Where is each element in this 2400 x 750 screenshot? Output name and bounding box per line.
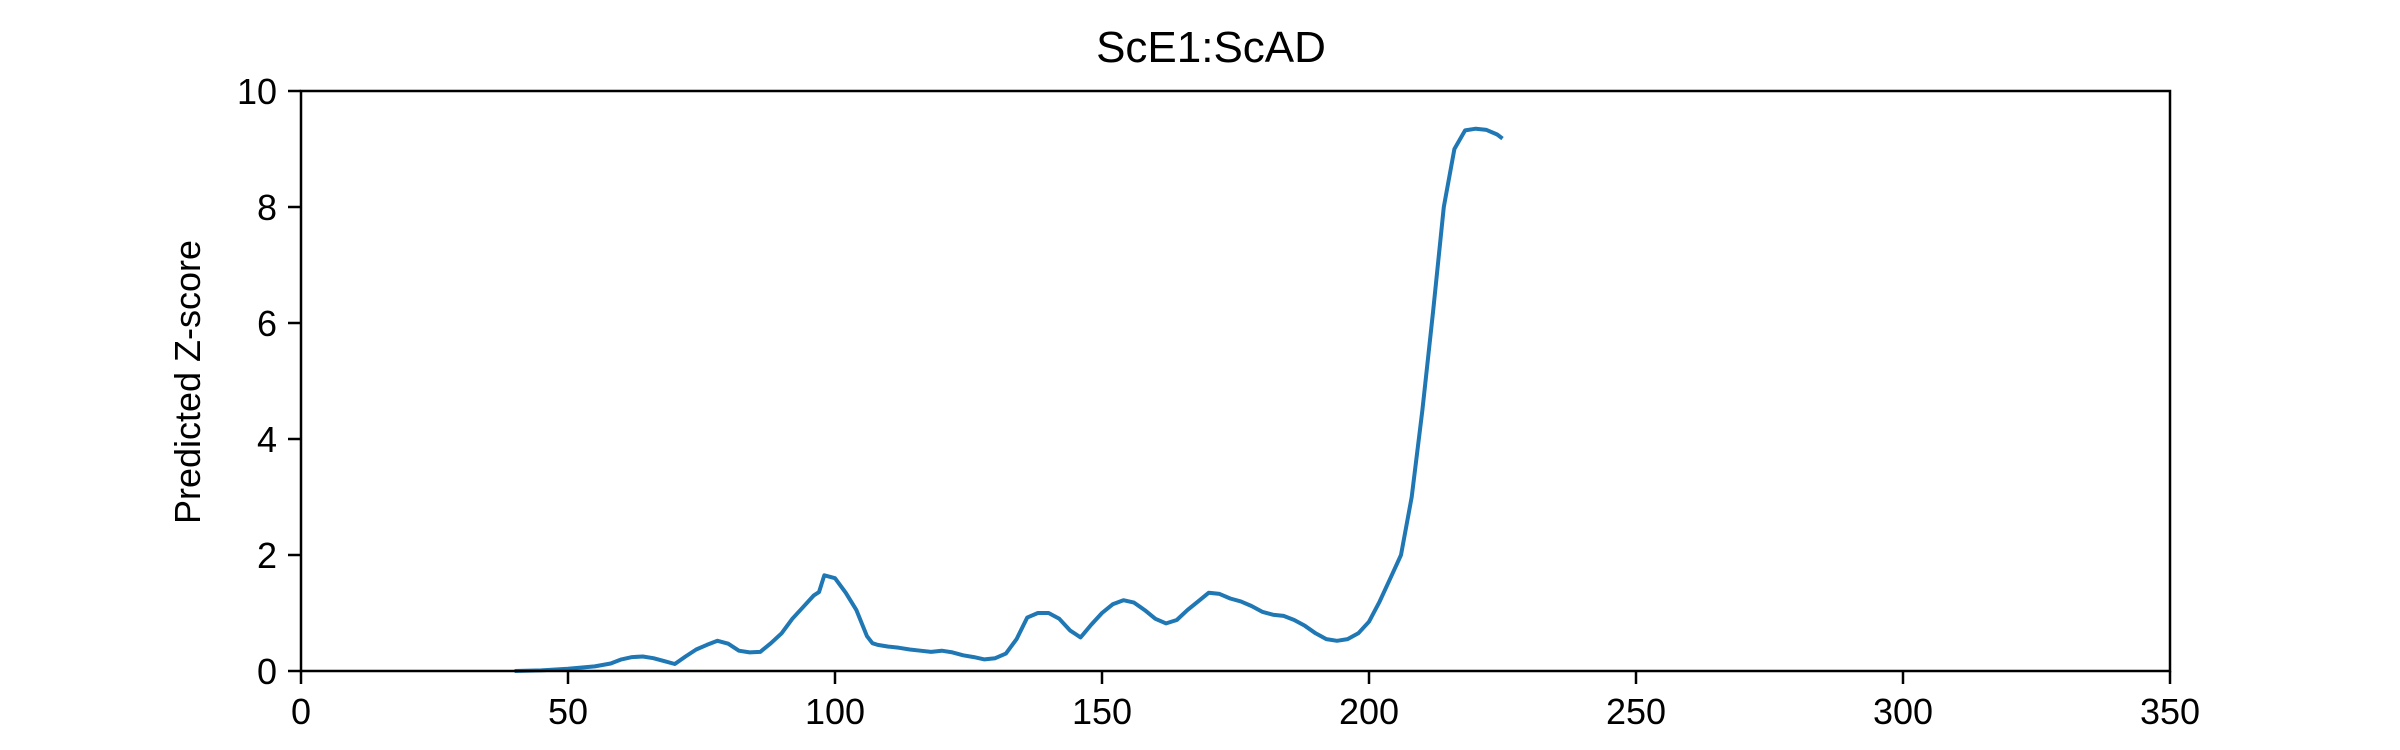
y-tick-label: 4	[257, 419, 277, 460]
y-tick-label: 8	[257, 187, 277, 228]
plot-area-frame	[299, 89, 2172, 673]
y-axis-ticks: 0 2 4 6 8 10	[237, 71, 301, 692]
chart-title: ScE1:ScAD	[1096, 23, 1326, 72]
y-tick-label: 2	[257, 535, 277, 576]
x-tick-label: 200	[1339, 691, 1399, 732]
series-layer	[514, 126, 1504, 673]
x-tick-label: 350	[2140, 691, 2200, 732]
x-tick-label: 50	[548, 691, 588, 732]
y-tick-label: 0	[257, 651, 277, 692]
x-axis-ticks: 0 50 100 150 200 250 300 350	[291, 671, 2200, 732]
x-tick-label: 0	[291, 691, 311, 732]
x-tick-label: 250	[1606, 691, 1666, 732]
y-axis-label: Predicted Z-score	[167, 240, 208, 524]
y-tick-label: 6	[257, 303, 277, 344]
series-line-0	[514, 126, 1504, 673]
x-tick-label: 100	[805, 691, 865, 732]
x-tick-label: 150	[1072, 691, 1132, 732]
x-tick-label: 300	[1873, 691, 1933, 732]
y-tick-label: 10	[237, 71, 277, 112]
